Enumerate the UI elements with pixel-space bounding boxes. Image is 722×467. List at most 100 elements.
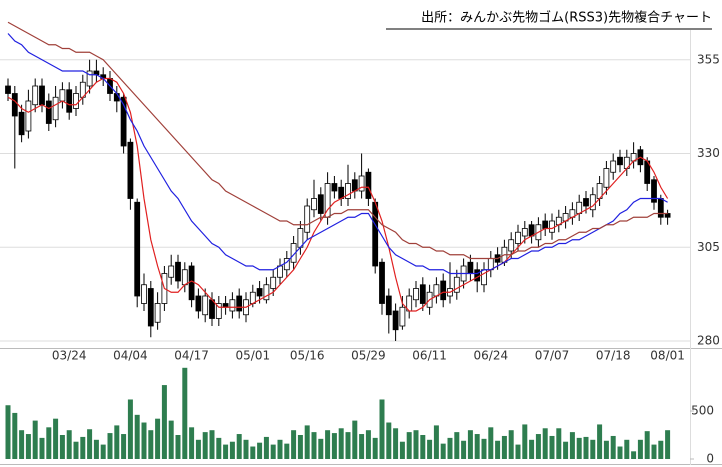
volume-bar bbox=[549, 435, 555, 459]
candle-body bbox=[379, 261, 385, 304]
volume-bar bbox=[121, 434, 127, 459]
volume-bar bbox=[481, 438, 487, 459]
candle-body bbox=[440, 280, 447, 301]
volume-bar bbox=[372, 437, 378, 459]
volume-bar bbox=[229, 441, 235, 459]
volume-bar bbox=[216, 437, 222, 459]
volume-bar bbox=[209, 430, 215, 459]
y-tick-label: 330 bbox=[697, 146, 720, 160]
candle-body bbox=[528, 224, 535, 237]
moving-average bbox=[7, 21, 668, 260]
volume-bar bbox=[420, 435, 426, 459]
candle-body bbox=[358, 175, 365, 192]
volume-bar bbox=[25, 434, 31, 459]
candle-body bbox=[270, 276, 277, 289]
y-tick-label: 280 bbox=[697, 334, 720, 348]
candle-body bbox=[365, 171, 372, 199]
candle-body bbox=[304, 205, 311, 233]
volume-bar bbox=[603, 440, 609, 459]
volume-bar bbox=[624, 439, 630, 459]
volume-bar bbox=[413, 430, 419, 459]
volume-bar bbox=[447, 437, 453, 459]
volume-bar bbox=[454, 432, 460, 459]
candle-body bbox=[508, 239, 515, 252]
volume-bar bbox=[195, 439, 201, 459]
volume-bar bbox=[522, 424, 528, 459]
volume-bar bbox=[32, 420, 38, 459]
candle-body bbox=[134, 201, 141, 297]
candle-body bbox=[59, 89, 66, 102]
candle-body bbox=[168, 265, 175, 278]
candle-body bbox=[317, 194, 324, 214]
x-tick-label: 04/17 bbox=[174, 349, 209, 363]
volume-bar bbox=[66, 430, 72, 459]
volume-bar bbox=[427, 439, 433, 459]
volume-bar bbox=[365, 430, 371, 459]
candle-body bbox=[651, 179, 657, 203]
candle-body bbox=[487, 258, 494, 271]
volume-bar bbox=[168, 420, 174, 459]
y-tick-label: 0 bbox=[706, 452, 714, 466]
candle-body bbox=[576, 201, 583, 214]
candle-body bbox=[467, 261, 474, 274]
candle-body bbox=[39, 85, 45, 106]
volume-bar bbox=[304, 425, 310, 459]
volume-bar bbox=[189, 427, 195, 459]
x-tick-label: 06/11 bbox=[412, 349, 447, 363]
volume-bar bbox=[93, 439, 99, 459]
volume-bar bbox=[535, 434, 541, 459]
candle-body bbox=[229, 299, 236, 312]
volume-bar bbox=[19, 430, 25, 459]
volume-bar bbox=[236, 434, 242, 459]
candle-body bbox=[610, 160, 617, 173]
volume-bar bbox=[100, 444, 106, 459]
volume-bar bbox=[114, 425, 120, 459]
volume-bar bbox=[563, 441, 569, 459]
volume-bar bbox=[644, 431, 650, 459]
volume-bar bbox=[433, 425, 439, 459]
candle-body bbox=[25, 100, 32, 132]
volume-bar bbox=[175, 435, 181, 459]
candle-body bbox=[256, 288, 263, 297]
volume-bar bbox=[243, 439, 249, 459]
candle-body bbox=[657, 198, 664, 218]
x-tick-label: 07/07 bbox=[535, 349, 570, 363]
candle-body bbox=[583, 198, 589, 207]
volume-bar bbox=[12, 412, 18, 459]
x-tick-label: 04/04 bbox=[113, 349, 148, 363]
candle-body bbox=[372, 201, 379, 267]
volume-bar bbox=[583, 436, 589, 459]
candle-body bbox=[188, 265, 195, 301]
volume-bar bbox=[39, 437, 45, 459]
candle-body bbox=[589, 194, 596, 211]
y-tick-label: 305 bbox=[697, 240, 720, 254]
volume-bar bbox=[406, 432, 412, 459]
volume-bar bbox=[488, 427, 494, 459]
candle-body bbox=[392, 310, 399, 331]
volume-bar bbox=[250, 446, 256, 459]
candle-body bbox=[433, 284, 440, 297]
candle-body bbox=[603, 168, 610, 188]
volume-bar bbox=[59, 435, 65, 459]
volume-bar bbox=[631, 451, 637, 459]
volume-bar bbox=[352, 420, 358, 459]
candle-body bbox=[66, 89, 73, 113]
candle-body bbox=[18, 111, 25, 136]
candle-body bbox=[175, 261, 181, 282]
volume-bar bbox=[263, 436, 269, 459]
candle-body bbox=[311, 198, 317, 211]
candle-body bbox=[413, 288, 419, 301]
candle-body bbox=[86, 70, 93, 87]
candle-body bbox=[345, 183, 351, 199]
volume-bar bbox=[658, 440, 664, 459]
x-tick-label: 07/18 bbox=[596, 349, 631, 363]
candle-body bbox=[338, 186, 345, 199]
candle-body bbox=[127, 141, 134, 199]
volume-bar bbox=[161, 385, 167, 459]
candle-body bbox=[277, 265, 283, 278]
volume-bar bbox=[529, 439, 535, 459]
volume-bar bbox=[359, 434, 365, 459]
volume-bar bbox=[399, 441, 405, 459]
candle-body bbox=[385, 295, 392, 316]
